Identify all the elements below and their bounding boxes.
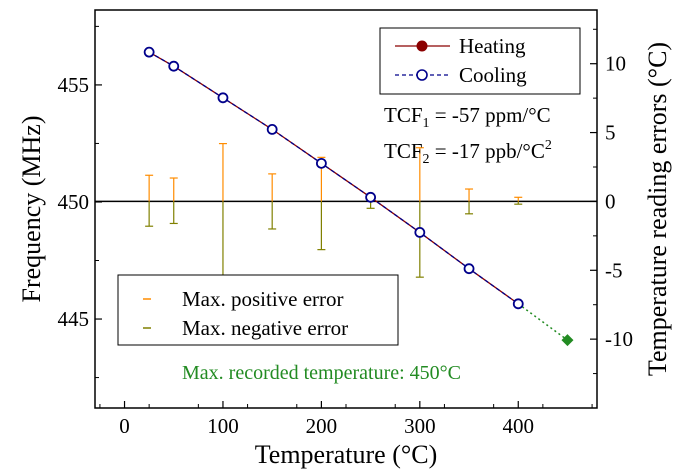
tcf2-value: = -17 ppb/°C bbox=[430, 139, 545, 163]
tcf2-superscript: 2 bbox=[545, 138, 552, 153]
cooling-point bbox=[414, 227, 426, 238]
legend-negative-error-label: Max. negative error bbox=[182, 316, 348, 340]
cooling-point bbox=[168, 60, 180, 72]
error-legend: Max. positive error Max. negative error bbox=[117, 274, 399, 346]
legend-positive-error-label: Max. positive error bbox=[182, 287, 344, 311]
y-left-tick-label-445: 445 bbox=[58, 307, 90, 331]
cooling-point bbox=[365, 191, 377, 203]
y-right-tick-label--10: -10 bbox=[605, 327, 633, 351]
error-legend-box bbox=[117, 274, 399, 346]
y-axis-right-title: Temperature reading errors (°C) bbox=[643, 42, 672, 376]
tcf1-prefix: TCF bbox=[384, 103, 423, 127]
x-tick-label-0: 0 bbox=[119, 414, 130, 438]
tcf1-value: = -57 ppm/°C bbox=[430, 103, 551, 127]
x-tick-label-300: 300 bbox=[404, 414, 436, 438]
series-legend-box bbox=[379, 27, 581, 95]
tcf1-annotation: TCF1 = -57 ppm/°C bbox=[384, 103, 551, 131]
series-legend: Heating Cooling bbox=[379, 27, 581, 95]
legend-heating-label: Heating bbox=[459, 34, 526, 58]
x-tick-label-200: 200 bbox=[306, 414, 338, 438]
cooling-point bbox=[143, 46, 155, 58]
tcf1-subscript: 1 bbox=[423, 116, 430, 131]
cooling-point bbox=[463, 263, 475, 275]
y-left-tick-label-450: 450 bbox=[58, 190, 90, 214]
tcf2-subscript: 2 bbox=[423, 152, 430, 167]
max-temperature-note: Max. recorded temperature: 450°C bbox=[182, 362, 461, 384]
cooling-point bbox=[512, 298, 524, 310]
tcf2-annotation: TCF2 = -17 ppb/°C2 bbox=[384, 138, 552, 167]
x-tick-label-400: 400 bbox=[503, 414, 535, 438]
x-tick-label-100: 100 bbox=[207, 414, 239, 438]
y-right-tick-label--5: -5 bbox=[605, 258, 623, 282]
y-right-tick-label-0: 0 bbox=[605, 189, 616, 213]
extrapolation-line bbox=[517, 303, 568, 341]
cooling-point bbox=[315, 157, 327, 169]
cooling-point bbox=[266, 123, 278, 135]
legend-heating-marker bbox=[416, 40, 428, 52]
y-axis-left-title: Frequency (MHz) bbox=[17, 116, 46, 303]
legend-cooling-label: Cooling bbox=[459, 63, 527, 87]
y-left-tick-label-455: 455 bbox=[58, 73, 90, 97]
cooling-point bbox=[217, 92, 229, 104]
y-right-tick-label-5: 5 bbox=[605, 121, 616, 145]
max-temperature-point bbox=[561, 334, 574, 347]
tcf2-prefix: TCF bbox=[384, 139, 423, 163]
legend-cooling-marker bbox=[416, 69, 428, 81]
y-right-tick-label-10: 10 bbox=[605, 52, 626, 76]
x-axis-title: Temperature (°C) bbox=[255, 440, 438, 469]
